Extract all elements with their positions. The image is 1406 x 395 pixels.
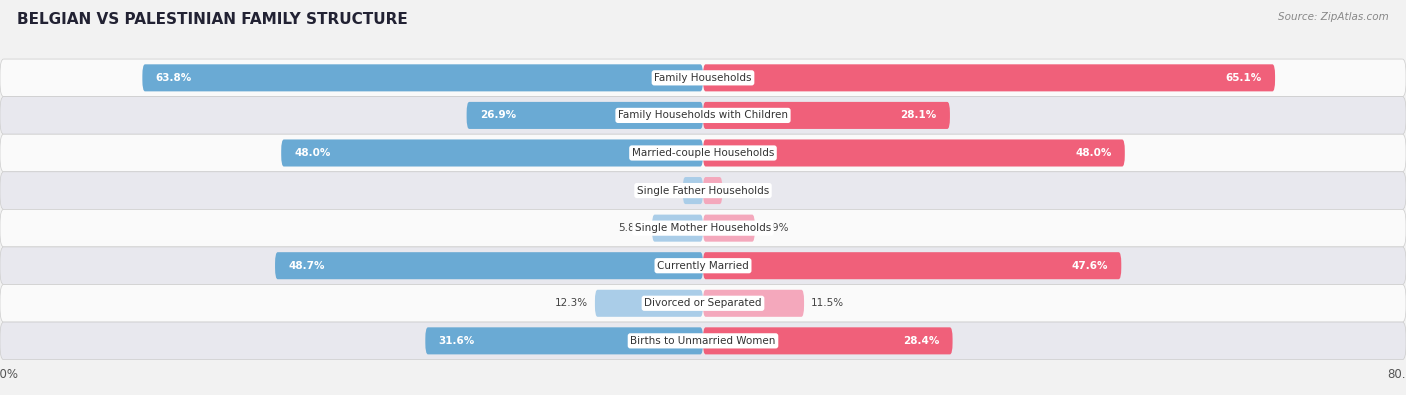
Text: Births to Unmarried Women: Births to Unmarried Women [630,336,776,346]
FancyBboxPatch shape [0,134,1406,172]
Text: 65.1%: 65.1% [1226,73,1261,83]
Text: 5.9%: 5.9% [762,223,789,233]
FancyBboxPatch shape [703,290,804,317]
Text: Married-couple Households: Married-couple Households [631,148,775,158]
FancyBboxPatch shape [0,172,1406,209]
FancyBboxPatch shape [703,177,723,204]
Legend: Belgian, Palestinian: Belgian, Palestinian [616,391,790,395]
FancyBboxPatch shape [652,214,703,242]
FancyBboxPatch shape [0,284,1406,322]
Text: 11.5%: 11.5% [811,298,844,308]
FancyBboxPatch shape [703,327,953,354]
Text: 48.0%: 48.0% [1076,148,1112,158]
FancyBboxPatch shape [0,209,1406,247]
FancyBboxPatch shape [467,102,703,129]
FancyBboxPatch shape [425,327,703,354]
Text: Source: ZipAtlas.com: Source: ZipAtlas.com [1278,12,1389,22]
FancyBboxPatch shape [0,59,1406,97]
FancyBboxPatch shape [703,252,1122,279]
Text: Family Households: Family Households [654,73,752,83]
FancyBboxPatch shape [281,139,703,167]
Text: 12.3%: 12.3% [555,298,588,308]
Text: Single Mother Households: Single Mother Households [636,223,770,233]
FancyBboxPatch shape [0,247,1406,284]
Text: 47.6%: 47.6% [1071,261,1108,271]
FancyBboxPatch shape [276,252,703,279]
FancyBboxPatch shape [703,214,755,242]
Text: Family Households with Children: Family Households with Children [619,111,787,120]
Text: 5.8%: 5.8% [619,223,645,233]
FancyBboxPatch shape [0,97,1406,134]
Text: Single Father Households: Single Father Households [637,186,769,196]
Text: 2.3%: 2.3% [650,186,676,196]
FancyBboxPatch shape [703,102,950,129]
Text: 2.2%: 2.2% [730,186,756,196]
Text: BELGIAN VS PALESTINIAN FAMILY STRUCTURE: BELGIAN VS PALESTINIAN FAMILY STRUCTURE [17,12,408,27]
FancyBboxPatch shape [683,177,703,204]
FancyBboxPatch shape [142,64,703,91]
Text: 28.4%: 28.4% [903,336,939,346]
Text: Divorced or Separated: Divorced or Separated [644,298,762,308]
Text: 28.1%: 28.1% [900,111,936,120]
FancyBboxPatch shape [703,64,1275,91]
FancyBboxPatch shape [595,290,703,317]
Text: 63.8%: 63.8% [156,73,191,83]
Text: 48.0%: 48.0% [294,148,330,158]
FancyBboxPatch shape [703,139,1125,167]
FancyBboxPatch shape [0,322,1406,359]
Text: Currently Married: Currently Married [657,261,749,271]
Text: 48.7%: 48.7% [288,261,325,271]
Text: 31.6%: 31.6% [439,336,475,346]
Text: 26.9%: 26.9% [479,111,516,120]
